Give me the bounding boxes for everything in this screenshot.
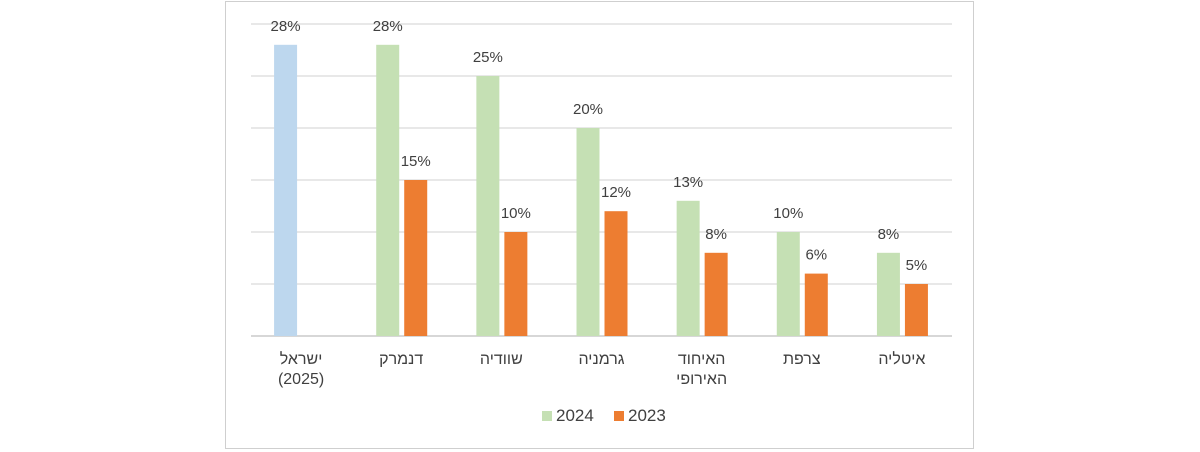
- bar-2024: [576, 128, 600, 336]
- data-label-2024: 25%: [473, 49, 503, 66]
- category-label: צרפת: [783, 351, 821, 368]
- data-label-2024: 28%: [373, 18, 403, 35]
- bar-2023: [604, 211, 628, 336]
- legend-swatch-2024: [542, 411, 552, 421]
- data-label-2023: 12%: [601, 184, 631, 201]
- bars: [274, 44, 928, 337]
- category-label: גרמניה: [578, 351, 624, 368]
- bar-2023: [704, 252, 728, 336]
- data-label-2024: 20%: [573, 101, 603, 118]
- legend-swatch-2023: [614, 411, 624, 421]
- category-label: שוודיה: [480, 351, 523, 368]
- bar-2023: [904, 284, 928, 336]
- legend-label-2024: 2024: [556, 406, 594, 425]
- chart-frame: 28% 28% 15% 25% 10% 20% 12% 13% 8% 10% 6% 8% 5% ישרא…: [225, 1, 974, 449]
- bar-2023: [804, 273, 828, 336]
- data-label-2023: 10%: [501, 205, 531, 222]
- data-label-2023: 8%: [705, 226, 727, 243]
- bar-2023: [404, 180, 428, 336]
- legend: 2024 2023: [542, 406, 666, 425]
- data-label-2024: 10%: [773, 205, 803, 222]
- data-label-2023: 5%: [906, 257, 928, 274]
- data-label-highlight: 28%: [271, 18, 301, 35]
- bar-2024: [376, 44, 400, 337]
- category-label: האיחוד: [678, 351, 726, 368]
- data-label-2024: 8%: [878, 226, 900, 243]
- category-label: דנמרק: [379, 351, 423, 368]
- data-label-2023: 6%: [805, 247, 827, 264]
- category-label: האירופי: [676, 371, 727, 388]
- bar-highlight: [274, 44, 298, 337]
- data-label-2024: 13%: [673, 174, 703, 191]
- data-label-2023: 15%: [401, 153, 431, 170]
- bar-2024: [876, 252, 900, 336]
- category-label: (2025): [278, 371, 324, 388]
- bar-chart: 28% 28% 15% 25% 10% 20% 12% 13% 8% 10% 6% 8% 5% ישרא…: [251, 18, 952, 425]
- bar-2024: [776, 232, 800, 336]
- data-labels: 28% 28% 15% 25% 10% 20% 12% 13% 8% 10% 6% 8% 5%: [271, 18, 928, 274]
- category-label: איטליה: [878, 350, 925, 368]
- bar-2024: [476, 76, 500, 336]
- legend-label-2023: 2023: [628, 406, 666, 425]
- category-labels: ישראל (2025) דנמרק שוודיה גרמניה האיחוד האירופ…: [278, 350, 926, 388]
- gridlines: [251, 23, 952, 337]
- bar-2024: [676, 200, 700, 336]
- category-label: ישראל: [280, 350, 323, 368]
- bar-2023: [504, 232, 528, 336]
